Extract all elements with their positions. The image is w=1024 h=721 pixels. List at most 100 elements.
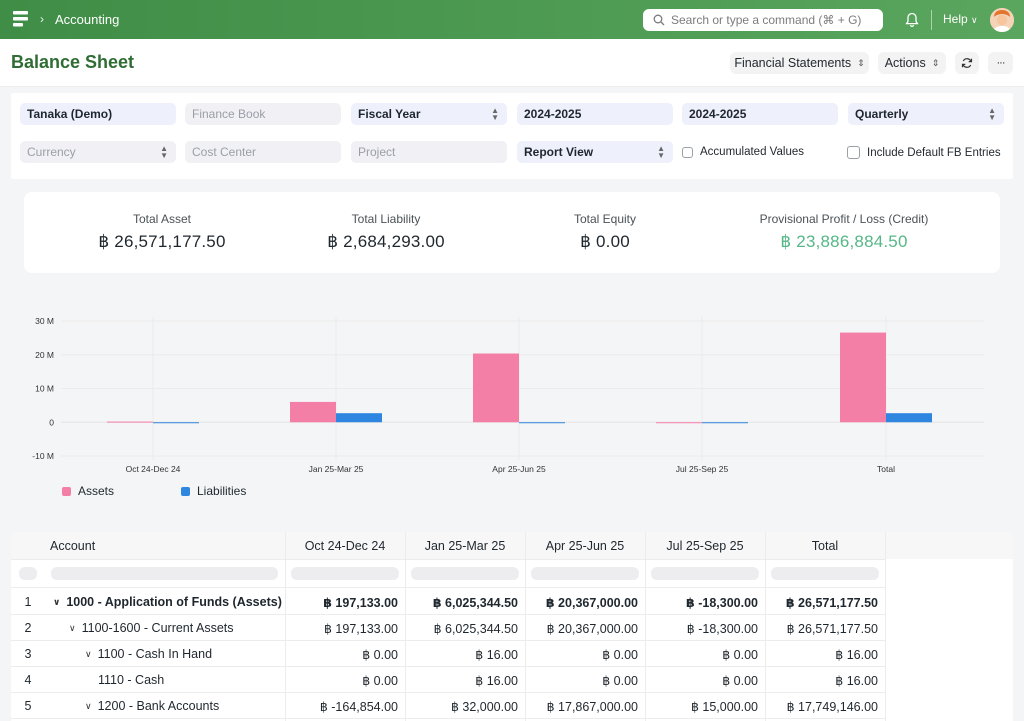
table-cell[interactable]: ฿ 20,367,000.00 — [546, 622, 638, 636]
filter-placeholder[interactable] — [291, 567, 399, 580]
filter-placeholder[interactable] — [51, 567, 278, 580]
row-number: 1 — [24, 595, 32, 609]
table-cell[interactable]: ฿ 26,571,177.50 — [786, 622, 878, 636]
table-cell[interactable]: ฿ 0.00 — [602, 648, 638, 662]
account-name[interactable]: ∨ 1100 - Cash In Hand — [85, 647, 212, 661]
column-divider — [765, 532, 766, 721]
account-name[interactable]: ∨ 1000 - Application of Funds (Assets) — [53, 595, 282, 609]
account-name[interactable]: 1110 - Cash — [98, 673, 164, 687]
table-cell[interactable]: ฿ 6,025,344.50 — [432, 596, 518, 610]
table-cell[interactable]: ฿ 6,025,344.50 — [433, 622, 518, 636]
accumulated-values-checkbox[interactable]: Accumulated Values — [682, 146, 804, 158]
column-header-q3[interactable]: Apr 25-Jun 25 — [525, 532, 645, 559]
company-filter[interactable]: Tanaka (Demo) — [20, 103, 176, 125]
include-default-fb-checkbox[interactable]: Include Default FB Entries — [847, 146, 1001, 159]
periodicity-value: Quarterly — [855, 107, 909, 121]
help-label: Help — [943, 12, 968, 26]
bar-assets-1 — [107, 421, 153, 423]
app-logo-icon[interactable] — [12, 10, 30, 30]
table-cell[interactable]: ฿ 0.00 — [362, 648, 398, 662]
column-header-q2[interactable]: Jan 25-Mar 25 — [405, 532, 525, 559]
table-cell[interactable]: ฿ 26,571,177.50 — [785, 596, 878, 610]
finance-book-filter[interactable]: Finance Book — [185, 103, 341, 125]
help-menu[interactable]: Help ∨ — [943, 12, 978, 26]
column-header-total[interactable]: Total — [765, 532, 885, 559]
chevron-down-icon[interactable]: ∨ — [85, 701, 92, 711]
y-tick-label: 10 M — [35, 384, 54, 394]
refresh-icon — [961, 58, 973, 68]
cost-center-filter[interactable]: Cost Center — [185, 141, 341, 163]
table-cell[interactable]: ฿ -18,300.00 — [686, 622, 758, 636]
bar-assets-3 — [473, 353, 519, 423]
table-cell[interactable]: ฿ 0.00 — [722, 648, 758, 662]
column-header-blank — [885, 532, 1013, 559]
more-options-button[interactable]: ··· — [988, 52, 1013, 74]
financial-statements-button[interactable]: Financial Statements ⇕ — [730, 52, 869, 74]
chevron-down-icon[interactable]: ∨ — [69, 623, 76, 633]
project-filter[interactable]: Project — [351, 141, 507, 163]
table-cell[interactable]: ฿ 0.00 — [602, 674, 638, 688]
account-name-text: 1100 - Cash In Hand — [97, 647, 213, 661]
table-cell[interactable]: ฿ 16.00 — [475, 674, 518, 688]
table-cell[interactable]: ฿ -18,300.00 — [686, 596, 758, 610]
actions-button[interactable]: Actions ⇕ — [878, 52, 946, 74]
fiscal-year-filter[interactable]: Fiscal Year ▲ ▼ — [351, 103, 507, 125]
column-header-q4[interactable]: Jul 25-Sep 25 — [645, 532, 765, 559]
report-view-filter[interactable]: Report View ▲ ▼ — [517, 141, 673, 163]
to-fiscal-year-filter[interactable]: 2024-2025 — [682, 103, 838, 125]
table-cell[interactable]: ฿ 197,133.00 — [323, 596, 398, 610]
legend-liabilities[interactable]: Liabilities — [181, 484, 246, 498]
row-number: 5 — [24, 699, 32, 713]
table-cell[interactable]: ฿ 20,367,000.00 — [545, 596, 638, 610]
filter-placeholder[interactable] — [531, 567, 639, 580]
notification-bell-icon[interactable] — [905, 12, 919, 28]
user-avatar[interactable] — [990, 8, 1014, 32]
select-arrows-icon: ⇕ — [931, 57, 940, 68]
actions-label: Actions — [884, 56, 926, 70]
filter-placeholder[interactable] — [411, 567, 519, 580]
currency-filter[interactable]: Currency ▲ ▼ — [20, 141, 176, 163]
balance-chart: 30 M 20 M 10 M 0 -10 M Oct 24-Dec 24 Jan 25-Ma… — [32, 316, 984, 474]
table-cell[interactable]: ฿ 17,749,146.00 — [786, 700, 878, 714]
table-cell[interactable]: ฿ 17,867,000.00 — [546, 700, 638, 714]
select-arrows-icon: ▲ ▼ — [160, 144, 168, 160]
chevron-down-icon[interactable]: ∨ — [85, 649, 92, 659]
row-number: 3 — [24, 647, 32, 661]
refresh-button[interactable] — [955, 52, 979, 74]
table-cell[interactable]: ฿ -164,854.00 — [319, 700, 398, 714]
from-fiscal-year-filter[interactable]: 2024-2025 — [517, 103, 673, 125]
checkbox-box[interactable] — [847, 146, 860, 159]
total-asset-label: Total Asset — [132, 212, 192, 226]
checkbox-box[interactable] — [682, 146, 693, 158]
row-divider — [11, 666, 885, 667]
row-divider — [11, 640, 885, 641]
bar-liabilities-5 — [886, 413, 932, 423]
account-name[interactable]: ∨ 1200 - Bank Accounts — [85, 699, 219, 713]
total-liability-label: Total Liability — [351, 212, 421, 226]
column-header-account[interactable]: Account — [11, 532, 285, 559]
periodicity-filter[interactable]: Quarterly ▲ ▼ — [848, 103, 1004, 125]
table-cell[interactable]: ฿ 15,000.00 — [690, 700, 758, 714]
chevron-down-icon[interactable]: ∨ — [53, 597, 61, 607]
account-name[interactable]: ∨ 1100-1600 - Current Assets — [69, 621, 234, 635]
fiscal-year-value: Fiscal Year — [358, 107, 421, 121]
table-cell[interactable]: ฿ 16.00 — [835, 674, 878, 688]
currency-placeholder: Currency — [27, 145, 76, 159]
row-divider — [11, 587, 885, 588]
search-icon — [653, 14, 665, 26]
table-cell[interactable]: ฿ 0.00 — [722, 674, 758, 688]
navbar: › Accounting Help ∨ — [0, 0, 1024, 39]
search-input[interactable] — [671, 13, 871, 27]
financial-statements-label: Financial Statements — [734, 56, 852, 70]
filter-placeholder[interactable] — [651, 567, 759, 580]
legend-assets[interactable]: Assets — [62, 484, 114, 498]
breadcrumb-accounting[interactable]: Accounting — [55, 12, 120, 27]
table-cell[interactable]: ฿ 0.00 — [362, 674, 398, 688]
table-cell[interactable]: ฿ 32,000.00 — [450, 700, 518, 714]
filter-placeholder[interactable] — [771, 567, 879, 580]
table-cell[interactable]: ฿ 16.00 — [835, 648, 878, 662]
table-cell[interactable]: ฿ 197,133.00 — [324, 622, 398, 636]
column-header-q1[interactable]: Oct 24-Dec 24 — [285, 532, 405, 559]
search-bar[interactable] — [643, 9, 883, 31]
table-cell[interactable]: ฿ 16.00 — [475, 648, 518, 662]
